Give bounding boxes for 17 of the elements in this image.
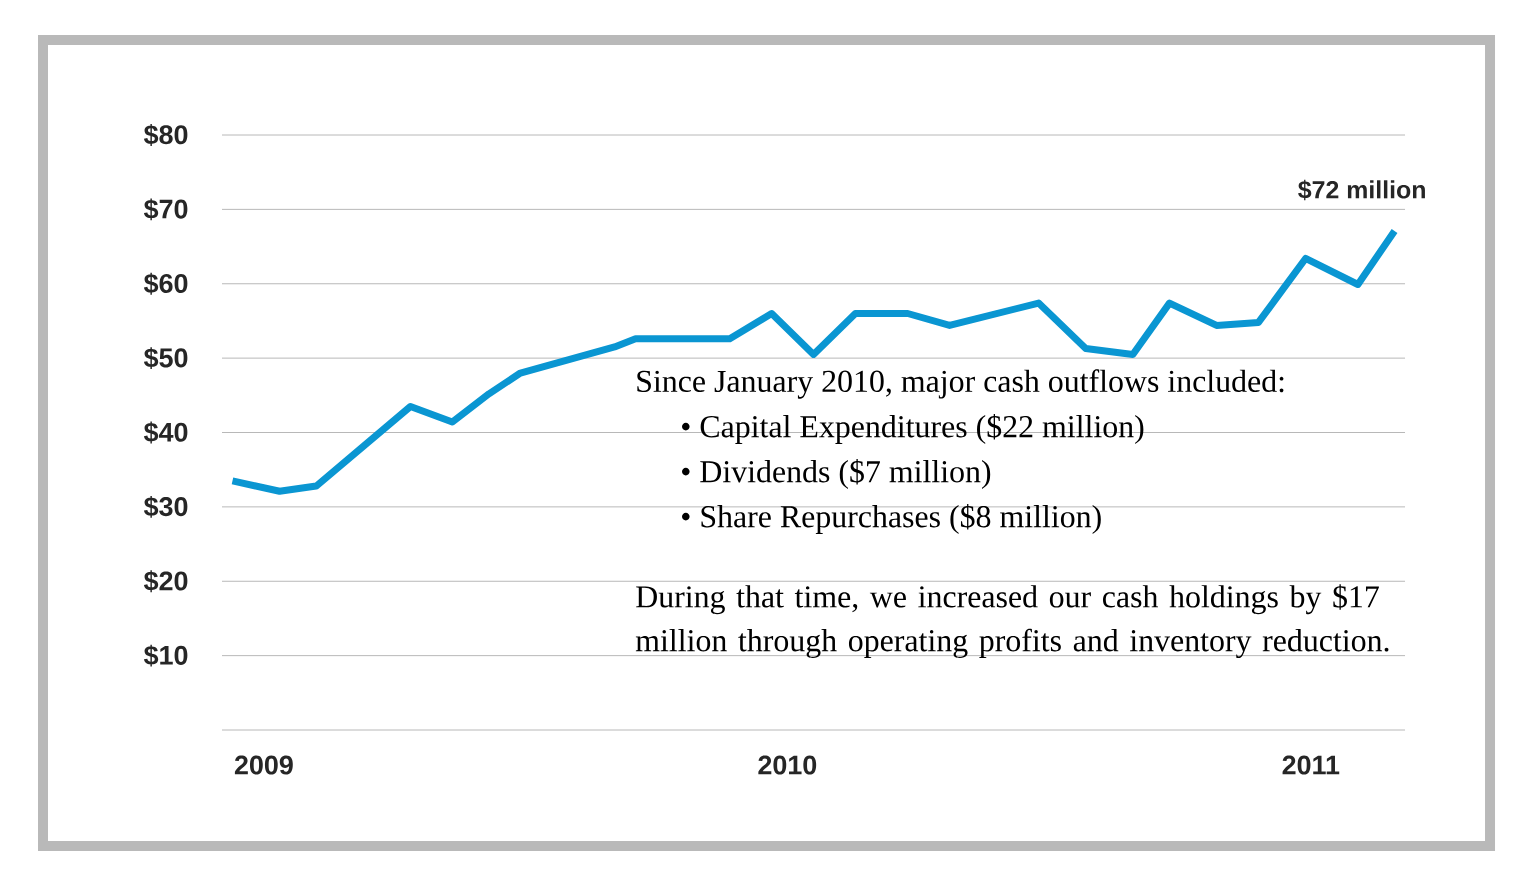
x-tick-label: 2011 [1282,755,1340,775]
y-tick-label: $50 [143,347,188,370]
annotation: • Capital Expenditures ($22 million) [682,414,1144,444]
annotation: Since January 2010, major cash outflows included: [637,369,1284,399]
y-tick-label: $40 [143,421,188,444]
y-tick-label: $20 [143,570,188,593]
y-tick-label: $10 [143,644,188,667]
y-tick-label: $60 [143,272,188,295]
annotation: During that time, we increased our cash holdings by $17 million through operating profits and inventory reduction. [635,584,1389,658]
x-tick-label: 2009 [234,755,293,775]
y-tick-label: $70 [143,198,188,221]
y-tick-label: $30 [143,495,188,518]
x-tick-label: 2010 [758,755,817,775]
annotation: • Share Repurchases ($8 million) [682,504,1101,534]
annotation: • Dividends ($7 million) [682,459,991,489]
y-tick-label: $80 [143,124,188,146]
annotation: $72 million [1298,179,1425,201]
